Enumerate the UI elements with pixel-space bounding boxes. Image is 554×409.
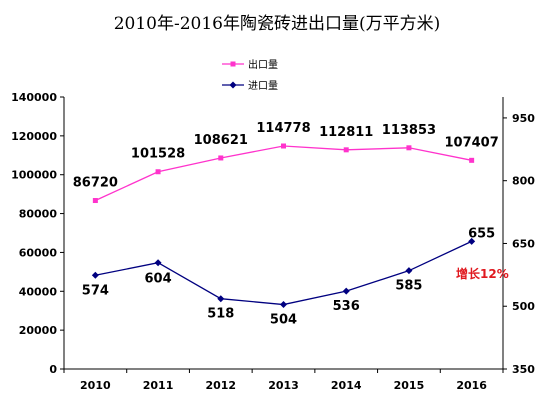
y-left-tick-label: 0 [49, 363, 57, 376]
x-tick-label: 2010 [80, 379, 111, 392]
axes: 0 20000 40000 60000 80000 100000 120000 140000 3… [11, 91, 535, 392]
point-import [405, 267, 413, 275]
y-left-tick-label: 80000 [19, 208, 58, 221]
legend: 出口量 进口量 [222, 58, 278, 92]
y-right-tick-label: 500 [512, 300, 535, 313]
y-left-tick-label: 100000 [11, 169, 57, 182]
data-label-export: 107407 [445, 135, 499, 150]
growth-annotation: 增长12% [456, 266, 509, 281]
point-import [468, 237, 476, 245]
legend-import-marker [229, 81, 237, 89]
data-label-export: 108621 [194, 133, 248, 148]
series-group [91, 143, 476, 309]
x-tick-label: 2011 [143, 379, 174, 392]
chart-title: 2010年-2016年陶瓷砖进出口量(万平方米) [114, 14, 441, 34]
data-label-import: 574 [82, 283, 109, 298]
data-label-export: 112811 [319, 125, 373, 140]
data-label-import: 655 [468, 226, 495, 241]
x-tick-label: 2013 [268, 379, 299, 392]
point-import [154, 259, 162, 267]
data-label-import: 604 [145, 272, 172, 287]
x-tick-label: 2014 [331, 379, 362, 392]
x-tick-label: 2016 [456, 379, 487, 392]
data-label-export: 86720 [73, 176, 118, 191]
y-left-tick-label: 140000 [11, 91, 57, 104]
point-import [91, 271, 99, 279]
legend-import-label: 进口量 [248, 80, 278, 92]
data-label-import: 585 [395, 279, 422, 294]
point-import [217, 295, 225, 303]
x-tick-label: 2015 [394, 379, 425, 392]
point-export [343, 147, 349, 153]
data-label-import: 504 [270, 313, 297, 328]
point-export [281, 143, 286, 149]
legend-export-label: 出口量 [248, 58, 278, 71]
point-export [406, 145, 412, 151]
point-import [342, 287, 350, 295]
y-right-tick-label: 350 [512, 363, 535, 376]
data-label-export: 113853 [382, 123, 436, 138]
y-left-tick-label: 20000 [19, 324, 58, 337]
y-right-tick-label: 800 [512, 175, 535, 188]
y-left-tick-label: 40000 [19, 285, 58, 298]
point-export [218, 155, 224, 161]
point-export [469, 157, 475, 163]
point-import [280, 301, 287, 309]
point-export [92, 198, 98, 204]
y-right-tick-label: 950 [512, 112, 535, 125]
data-label-export: 114778 [256, 121, 310, 136]
legend-export-marker [230, 61, 236, 67]
data-label-import: 518 [207, 307, 234, 322]
y-left-tick-label: 120000 [11, 130, 57, 143]
x-tick-label: 2012 [205, 379, 236, 392]
point-export [155, 169, 161, 175]
data-labels: 86720 101528 108621 114778 112811 113853 10740… [73, 121, 499, 328]
y-left-tick-label: 60000 [19, 246, 58, 259]
y-right-tick-label: 650 [512, 237, 535, 250]
data-label-import: 536 [333, 299, 360, 314]
data-label-export: 101528 [131, 147, 185, 162]
